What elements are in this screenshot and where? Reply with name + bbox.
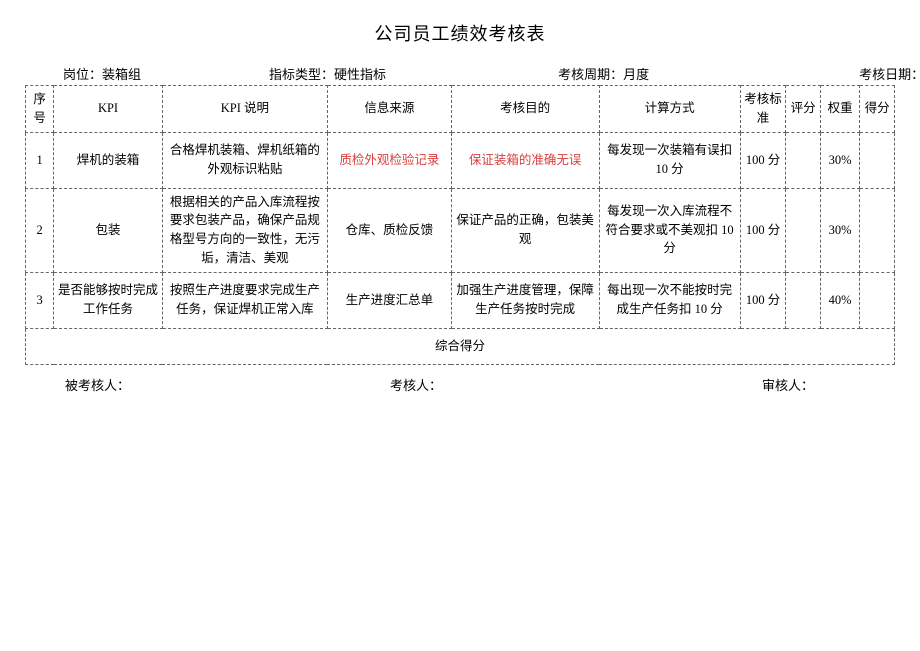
cell-desc: 根据相关的产品入库流程按要求包装产品，确保产品规格型号方向的一致性，无污垢，清洁…	[162, 188, 327, 272]
summary-cell: 综合得分	[26, 328, 895, 364]
cell-score	[786, 132, 821, 188]
cell-calc: 每发现一次入库流程不符合要求或不美观扣 10分	[599, 188, 740, 272]
header-weight: 权重	[821, 86, 860, 133]
cell-final	[860, 188, 895, 272]
cell-seq: 1	[26, 132, 54, 188]
header-score: 评分	[786, 86, 821, 133]
header-standard: 考核标准	[740, 86, 786, 133]
table-row: 1焊机的装箱合格焊机装箱、焊机纸箱的外观标识粘贴质检外观检验记录保证装箱的准确无…	[26, 132, 895, 188]
cell-score	[786, 272, 821, 328]
meta-row: 岗位：装箱组 指标类型：硬性指标 考核周期：月度 考核日期：	[25, 64, 895, 83]
summary-row: 综合得分	[26, 328, 895, 364]
cell-seq: 3	[26, 272, 54, 328]
cell-weight: 40%	[821, 272, 860, 328]
header-desc: KPI 说明	[162, 86, 327, 133]
cell-kpi: 包装	[54, 188, 163, 272]
cell-purpose: 保证装箱的准确无误	[451, 132, 599, 188]
cell-standard: 100 分	[740, 132, 786, 188]
cell-source: 生产进度汇总单	[327, 272, 451, 328]
footer-row: 被考核人： 考核人： 审核人：	[25, 375, 895, 394]
indicator-type-label: 指标类型：	[269, 67, 334, 82]
cell-source: 质检外观检验记录	[327, 132, 451, 188]
cell-desc: 按照生产进度要求完成生产任务，保证焊机正常入库	[162, 272, 327, 328]
header-source: 信息来源	[327, 86, 451, 133]
cell-final	[860, 272, 895, 328]
position-label: 岗位：	[63, 67, 102, 82]
header-seq: 序号	[26, 86, 54, 133]
cell-weight: 30%	[821, 188, 860, 272]
header-calc: 计算方式	[599, 86, 740, 133]
cell-calc: 每出现一次不能按时完成生产任务扣 10 分	[599, 272, 740, 328]
cell-score	[786, 188, 821, 272]
footer-assessor: 考核人：	[390, 375, 442, 394]
footer-assessee: 被考核人：	[65, 375, 130, 394]
page-title: 公司员工绩效考核表	[25, 20, 895, 46]
cell-source: 仓库、质检反馈	[327, 188, 451, 272]
cell-kpi: 是否能够按时完成工作任务	[54, 272, 163, 328]
footer-reviewer: 审核人：	[762, 375, 814, 394]
kpi-table: 序号 KPI KPI 说明 信息来源 考核目的 计算方式 考核标准 评分 权重 …	[25, 85, 895, 365]
cell-kpi: 焊机的装箱	[54, 132, 163, 188]
meta-position: 岗位：装箱组	[63, 64, 141, 83]
meta-date: 考核日期：	[859, 64, 920, 83]
table-header-row: 序号 KPI KPI 说明 信息来源 考核目的 计算方式 考核标准 评分 权重 …	[26, 86, 895, 133]
cell-standard: 100 分	[740, 188, 786, 272]
cell-purpose: 加强生产进度管理，保障生产任务按时完成	[451, 272, 599, 328]
cell-desc: 合格焊机装箱、焊机纸箱的外观标识粘贴	[162, 132, 327, 188]
cell-calc: 每发现一次装箱有误扣10 分	[599, 132, 740, 188]
position-value: 装箱组	[102, 67, 141, 82]
cell-final	[860, 132, 895, 188]
cell-weight: 30%	[821, 132, 860, 188]
date-label: 考核日期：	[859, 67, 920, 82]
cycle-value: 月度	[623, 67, 649, 82]
header-final: 得分	[860, 86, 895, 133]
cell-purpose: 保证产品的正确，包装美观	[451, 188, 599, 272]
table-row: 2包装根据相关的产品入库流程按要求包装产品，确保产品规格型号方向的一致性，无污垢…	[26, 188, 895, 272]
indicator-type-value: 硬性指标	[334, 67, 386, 82]
cell-standard: 100 分	[740, 272, 786, 328]
table-row: 3是否能够按时完成工作任务按照生产进度要求完成生产任务，保证焊机正常入库生产进度…	[26, 272, 895, 328]
header-kpi: KPI	[54, 86, 163, 133]
meta-cycle: 考核周期：月度	[558, 64, 649, 83]
header-purpose: 考核目的	[451, 86, 599, 133]
cycle-label: 考核周期：	[558, 67, 623, 82]
cell-seq: 2	[26, 188, 54, 272]
meta-indicator-type: 指标类型：硬性指标	[269, 64, 386, 83]
